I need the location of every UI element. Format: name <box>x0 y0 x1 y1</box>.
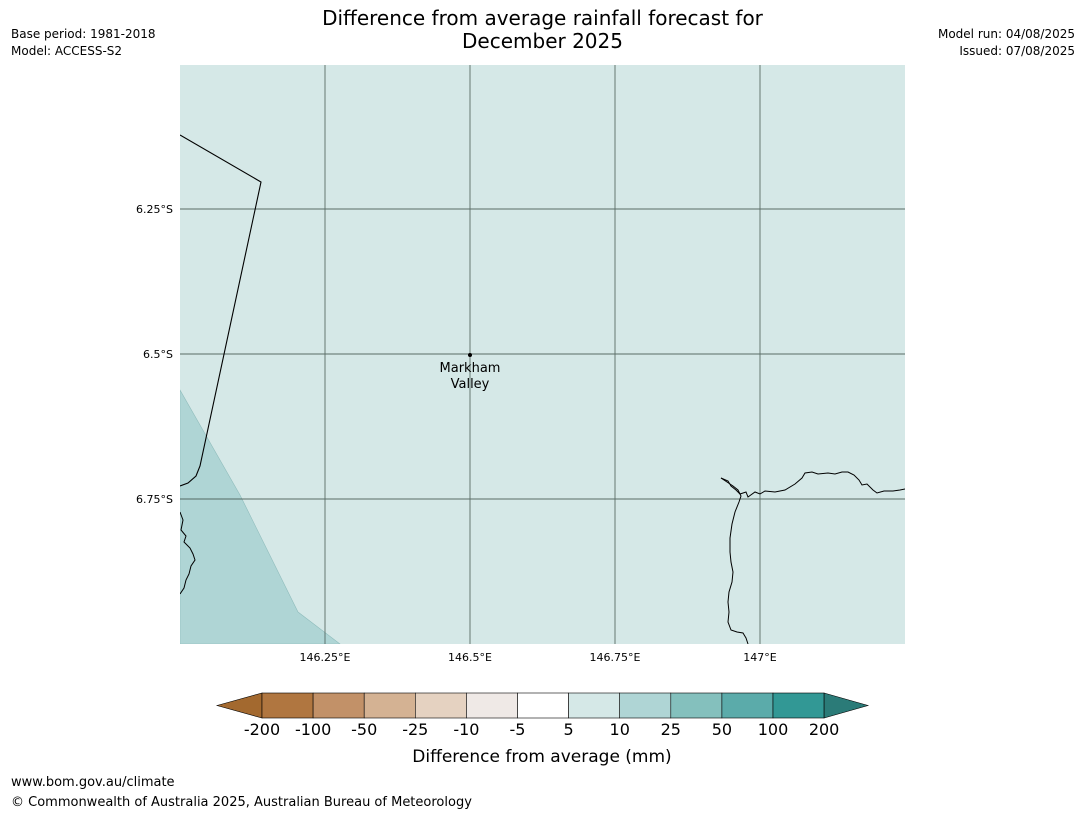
legend-swatch-8 <box>619 692 672 719</box>
model-run: Model run: 04/08/2025 <box>937 27 1075 41</box>
lon-label-147: 147°E <box>743 651 776 664</box>
legend-tick-label: 50 <box>712 720 732 739</box>
legend-tick-label: -25 <box>402 720 428 739</box>
legend-tick-label: -200 <box>244 720 280 739</box>
legend-tick-label: -10 <box>453 720 479 739</box>
map-background <box>180 65 905 644</box>
meta-right: Model run: 04/08/2025 Issued: 07/08/2025 <box>938 26 1075 60</box>
rainfall-region-10-25 <box>180 389 341 644</box>
legend-tick-label: 25 <box>661 720 681 739</box>
legend-swatch-4 <box>414 692 467 719</box>
lon-label-146-25: 146.25°E <box>300 651 351 664</box>
boundary-line <box>180 134 262 487</box>
lat-label-6-5: 6.5°S <box>143 348 173 361</box>
legend-swatch-7 <box>568 692 620 719</box>
legend-label: Difference from average (mm) <box>412 747 671 767</box>
legend-tick-label: 100 <box>758 720 789 739</box>
legend-swatch-9 <box>670 692 723 719</box>
legend-tick-label: -50 <box>351 720 377 739</box>
issued-date: Issued: 07/08/2025 <box>959 44 1075 58</box>
legend-extend-high <box>823 692 870 719</box>
coastline-west <box>180 511 196 595</box>
legend-colorbar <box>215 692 870 719</box>
legend-swatch-11 <box>772 692 825 719</box>
place-marker <box>468 353 472 357</box>
title-line-1: Difference from average rainfall forecas… <box>322 6 763 30</box>
legend-tick-label: 5 <box>564 720 574 739</box>
base-period: Base period: 1981-2018 <box>11 27 156 41</box>
legend-swatch-6 <box>517 692 569 719</box>
place-label-line-2: Valley <box>451 377 490 392</box>
lon-label-146-75: 146.75°E <box>590 651 641 664</box>
lon-label-146-5: 146.5°E <box>448 651 492 664</box>
legend-swatch-3 <box>363 692 416 719</box>
legend-tick-label: -100 <box>295 720 331 739</box>
legend-tick-label: 10 <box>610 720 630 739</box>
model-name: Model: ACCESS-S2 <box>11 44 123 58</box>
legend-swatch-5 <box>466 692 518 719</box>
meta-left: Base period: 1981-2018 Model: ACCESS-S2 <box>11 26 156 60</box>
legend-tick-label: -5 <box>510 720 526 739</box>
title-line-2: December 2025 <box>462 29 623 53</box>
footer-url: www.bom.gov.au/climate <box>11 775 175 790</box>
legend-extend-low <box>215 692 263 719</box>
legend-swatch-2 <box>312 692 365 719</box>
place-label-line-1: Markham <box>440 361 501 376</box>
legend-tick-label: 200 <box>809 720 840 739</box>
legend-swatch-1 <box>261 692 314 719</box>
coastline-south <box>720 477 749 644</box>
lat-label-6-75: 6.75°S <box>136 493 173 506</box>
legend-tick-labels: -200 -100 -50 -25 -10 -5 5 10 25 50 100 200 <box>244 720 840 739</box>
coastline-east <box>720 471 905 498</box>
footer-copyright: © Commonwealth of Australia 2025, Austra… <box>11 795 472 810</box>
lat-label-6-25: 6.25°S <box>136 203 173 216</box>
legend-swatch-10 <box>721 692 774 719</box>
map-title: Difference from average rainfall forecas… <box>200 7 885 53</box>
